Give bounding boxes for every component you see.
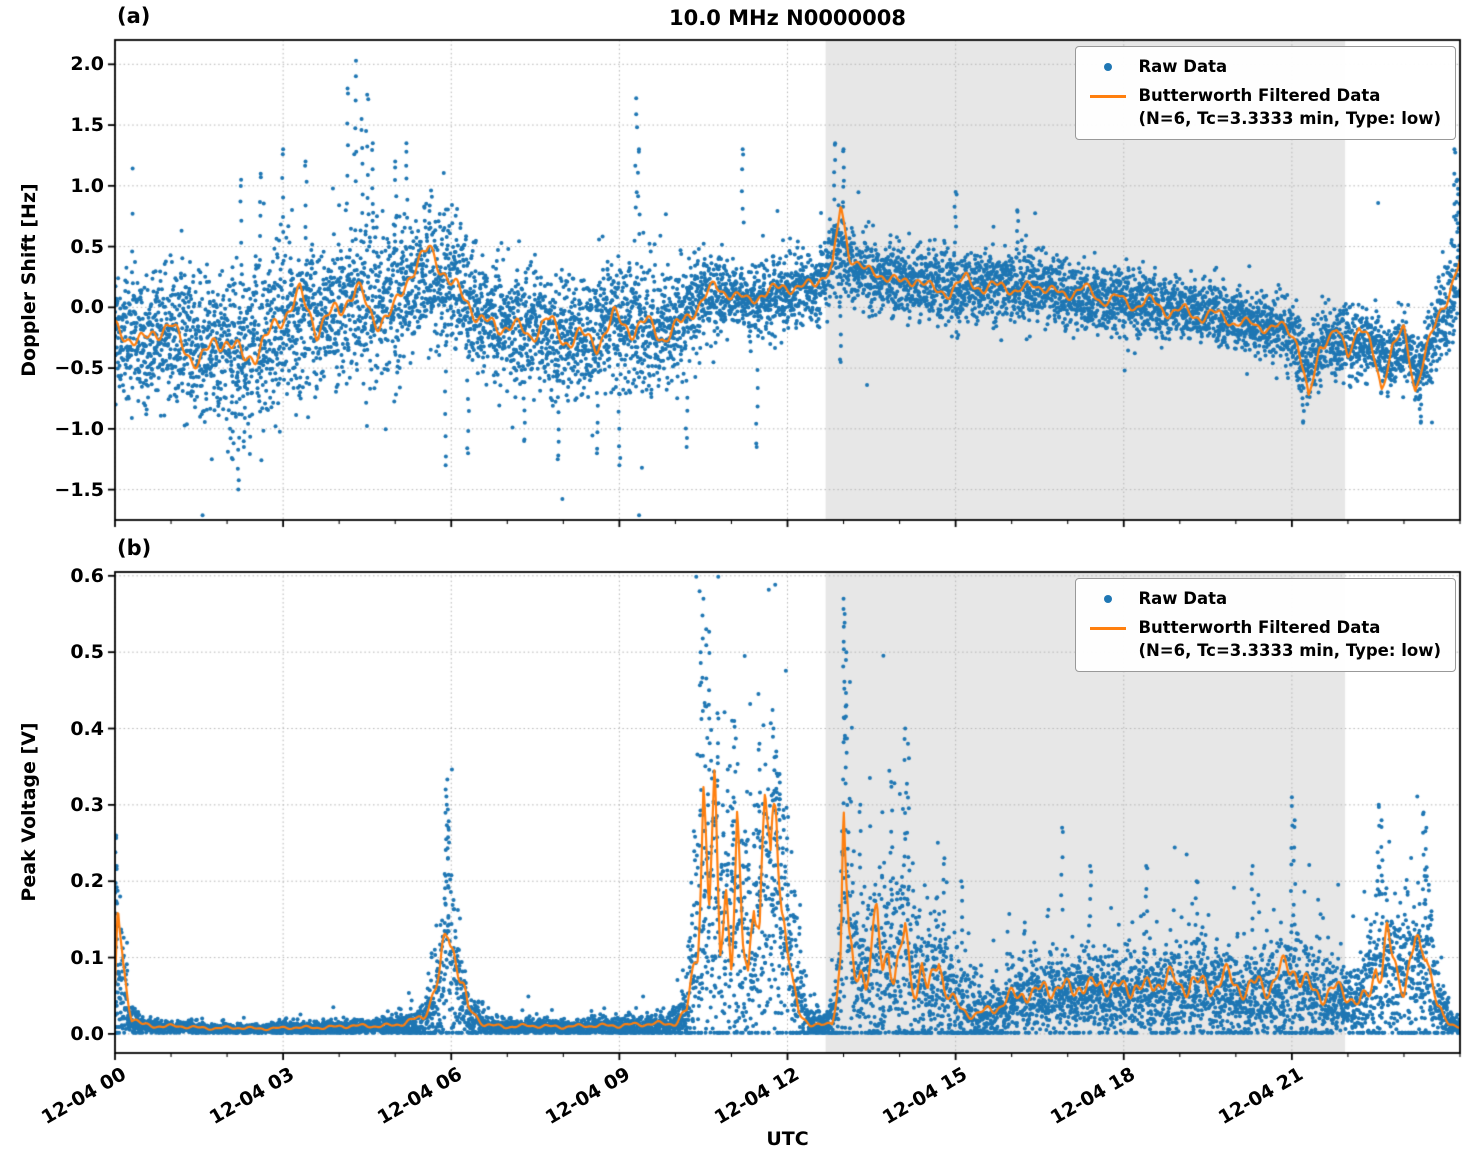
raw-data-marker-icon xyxy=(1086,56,1130,78)
legend-raw-row: Raw Data xyxy=(1086,588,1441,610)
y-tick-label: 0.3 xyxy=(70,793,104,816)
legend-panel-a: Raw Data Butterworth Filtered Data (N=6,… xyxy=(1075,46,1456,140)
legend-filtered-label-line1: Butterworth Filtered Data xyxy=(1138,86,1381,106)
y-tick-label: −1.5 xyxy=(54,478,104,501)
y-axis-label-doppler: Doppler Shift [Hz] xyxy=(18,183,40,377)
figure-title: 10.0 MHz N0000008 xyxy=(669,6,906,30)
legend-panel-b: Raw Data Butterworth Filtered Data (N=6,… xyxy=(1075,578,1456,672)
legend-filtered-row: Butterworth Filtered Data (N=6, Tc=3.333… xyxy=(1086,617,1441,662)
y-tick-label: 1.0 xyxy=(70,174,104,197)
y-tick-label: 0.2 xyxy=(70,870,104,893)
x-axis-label: UTC xyxy=(766,1128,809,1150)
y-tick-label: 0.5 xyxy=(70,641,104,664)
legend-filtered-label-line1: Butterworth Filtered Data xyxy=(1138,618,1381,638)
y-tick-label: 0.0 xyxy=(70,296,104,319)
legend-raw-label: Raw Data xyxy=(1138,57,1228,76)
legend-filtered-label: Butterworth Filtered Data (N=6, Tc=3.333… xyxy=(1138,617,1441,662)
filtered-line-marker-icon xyxy=(1086,85,1130,107)
legend-filtered-label-line2: (N=6, Tc=3.3333 min, Type: low) xyxy=(1138,640,1441,660)
legend-filtered-label: Butterworth Filtered Data (N=6, Tc=3.333… xyxy=(1138,85,1441,130)
y-tick-label: 0.5 xyxy=(70,235,104,258)
legend-raw-label: Raw Data xyxy=(1138,589,1228,608)
y-tick-label: 2.0 xyxy=(70,53,104,76)
panel-a-tag: (a) xyxy=(117,4,151,28)
y-tick-label: −0.5 xyxy=(54,357,104,380)
y-tick-label: −1.0 xyxy=(54,417,104,440)
legend-filtered-label-line2: (N=6, Tc=3.3333 min, Type: low) xyxy=(1138,108,1441,128)
filtered-line-marker-icon xyxy=(1086,617,1130,639)
raw-data-marker-icon xyxy=(1086,588,1130,610)
legend-raw-row: Raw Data xyxy=(1086,56,1441,78)
y-tick-label: 0.4 xyxy=(70,717,104,740)
y-tick-label: 0.0 xyxy=(70,1022,104,1045)
legend-filtered-row: Butterworth Filtered Data (N=6, Tc=3.333… xyxy=(1086,85,1441,130)
y-tick-label: 1.5 xyxy=(70,114,104,137)
y-tick-label: 0.6 xyxy=(70,564,104,587)
y-tick-label: 0.1 xyxy=(70,946,104,969)
panel-b-tag: (b) xyxy=(117,536,152,560)
